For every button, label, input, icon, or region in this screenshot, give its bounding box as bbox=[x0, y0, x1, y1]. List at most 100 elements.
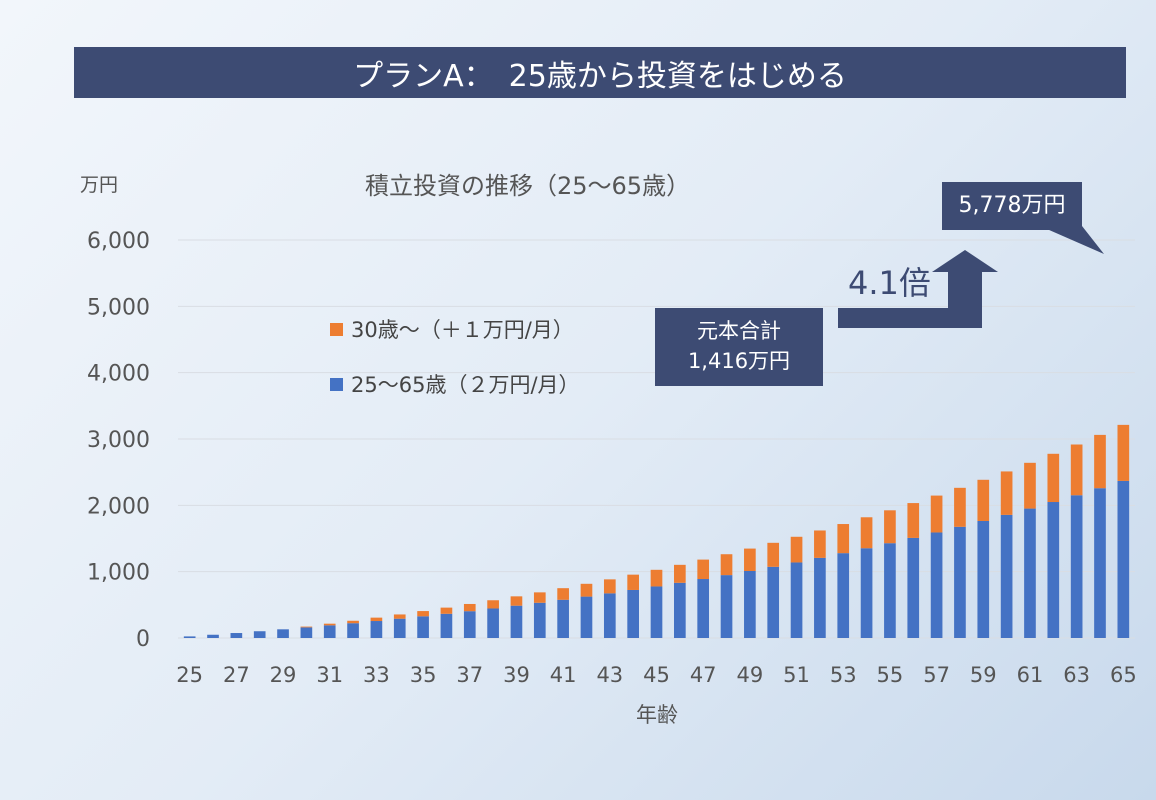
x-tick-label: 43 bbox=[596, 663, 623, 687]
bar-extra-segment bbox=[907, 503, 920, 538]
bar-extra-segment bbox=[697, 559, 710, 580]
bar-extra-segment bbox=[580, 583, 593, 597]
x-tick-label: 51 bbox=[783, 663, 810, 687]
x-tick-label: 33 bbox=[363, 663, 390, 687]
legend-swatch-base bbox=[330, 377, 343, 391]
bar-base-segment bbox=[347, 623, 359, 638]
bar-base-segment bbox=[533, 602, 546, 638]
x-tick-label: 27 bbox=[223, 663, 250, 687]
y-tick-label: 0 bbox=[136, 627, 150, 652]
y-tick-label: 5,000 bbox=[87, 295, 150, 320]
bar-base-segment bbox=[417, 616, 429, 638]
bar-extra-segment bbox=[627, 574, 639, 590]
bar-base-segment bbox=[1094, 488, 1106, 638]
bar-extra-segment bbox=[1117, 424, 1130, 481]
x-tick-label: 57 bbox=[923, 663, 950, 687]
bar-base-segment bbox=[977, 520, 990, 638]
principal-value: 1,416万円 bbox=[687, 349, 791, 373]
bar-extra-segment bbox=[790, 536, 803, 563]
bar-base-segment bbox=[627, 589, 639, 638]
bar-base-segment bbox=[837, 553, 850, 638]
growth-arrow bbox=[838, 250, 998, 328]
bar-base-segment bbox=[277, 629, 289, 638]
bar-extra-segment bbox=[930, 495, 943, 533]
y-tick-label: 4,000 bbox=[87, 362, 150, 387]
legend-swatch-extra bbox=[330, 322, 343, 336]
bar-extra-segment bbox=[300, 626, 313, 628]
x-tick-label: 39 bbox=[503, 663, 530, 687]
bar-base-segment bbox=[744, 571, 756, 638]
bar-base-segment bbox=[1024, 508, 1036, 638]
x-tick-label: 59 bbox=[970, 663, 997, 687]
legend-item-extra: 30歳〜（＋１万円/月） bbox=[330, 314, 574, 344]
bar-base-segment bbox=[1070, 495, 1083, 638]
x-tick-label: 49 bbox=[736, 663, 763, 687]
bar-extra-segment bbox=[440, 607, 453, 614]
x-tick-label: 45 bbox=[643, 663, 670, 687]
x-tick-label: 61 bbox=[1017, 663, 1044, 687]
bar-extra-segment bbox=[1000, 471, 1013, 515]
bar-extra-segment bbox=[603, 579, 616, 594]
bar-extra-segment bbox=[1047, 453, 1060, 503]
plan-title: プランA： 25歳から投資をはじめる bbox=[353, 58, 847, 94]
bar-base-segment bbox=[603, 593, 616, 638]
legend-label-extra: 30歳〜（＋１万円/月） bbox=[351, 318, 574, 342]
bar-extra-segment bbox=[1024, 462, 1036, 509]
plan-banner: プランA： 25歳から投資をはじめる bbox=[74, 47, 1126, 98]
bar-base-segment bbox=[487, 608, 499, 638]
bar-base-segment bbox=[697, 579, 710, 638]
x-tick-label: 47 bbox=[690, 663, 717, 687]
bar-base-segment bbox=[884, 543, 896, 638]
x-tick-label: 35 bbox=[410, 663, 437, 687]
bar-extra-segment bbox=[767, 542, 780, 567]
bar-base-segment bbox=[1117, 480, 1130, 638]
x-tick-label: 63 bbox=[1063, 663, 1090, 687]
y-axis-unit-label: 万円 bbox=[80, 174, 119, 196]
bar-base-segment bbox=[230, 633, 243, 638]
bar-extra-segment bbox=[533, 592, 546, 603]
y-tick-label: 6,000 bbox=[87, 229, 150, 254]
x-tick-label: 65 bbox=[1110, 663, 1137, 687]
bar-base-segment bbox=[860, 548, 873, 638]
bar-base-segment bbox=[1000, 514, 1013, 638]
bar-base-segment bbox=[580, 596, 593, 638]
x-tick-label: 29 bbox=[270, 663, 297, 687]
bar-extra-segment bbox=[393, 614, 406, 619]
x-tick-label: 31 bbox=[316, 663, 343, 687]
bar-extra-segment bbox=[744, 548, 756, 572]
growth-multiple: 4.1倍 bbox=[848, 264, 931, 302]
y-tick-label: 1,000 bbox=[87, 561, 150, 586]
final-value-callout-pointer bbox=[1040, 226, 1104, 254]
bar-extra-segment bbox=[557, 588, 569, 600]
y-tick-label: 3,000 bbox=[87, 428, 150, 453]
principal-callout: 元本合計 1,416万円 bbox=[655, 308, 823, 386]
x-tick-label: 25 bbox=[176, 663, 203, 687]
legend-label-base: 25〜65歳（２万円/月） bbox=[351, 373, 580, 397]
final-value-callout: 5,778万円 bbox=[942, 182, 1082, 230]
x-tick-label: 53 bbox=[830, 663, 857, 687]
bar-base-segment bbox=[393, 618, 406, 638]
bar-base-segment bbox=[557, 599, 569, 638]
bar-extra-segment bbox=[650, 569, 663, 587]
bar-extra-segment bbox=[487, 600, 499, 609]
bar-base-segment bbox=[300, 627, 313, 638]
x-tick-label: 55 bbox=[877, 663, 904, 687]
bar-base-segment bbox=[954, 526, 966, 638]
bar-base-segment bbox=[183, 636, 196, 638]
principal-label: 元本合計 bbox=[697, 319, 781, 343]
bar-extra-segment bbox=[720, 554, 733, 576]
bar-base-segment bbox=[440, 613, 453, 638]
bar-base-segment bbox=[253, 631, 266, 638]
bar-extra-segment bbox=[954, 487, 966, 527]
bar-base-segment bbox=[510, 605, 523, 638]
bar-base-segment bbox=[930, 532, 943, 638]
bar-base-segment bbox=[767, 566, 780, 638]
bar-extra-segment bbox=[884, 510, 896, 544]
x-tick-label: 37 bbox=[456, 663, 483, 687]
bar-extra-segment bbox=[370, 617, 383, 622]
bar-base-segment bbox=[650, 586, 663, 638]
bar-extra-segment bbox=[837, 524, 850, 554]
bar-extra-segment bbox=[463, 603, 476, 612]
bar-base-segment bbox=[814, 557, 826, 638]
